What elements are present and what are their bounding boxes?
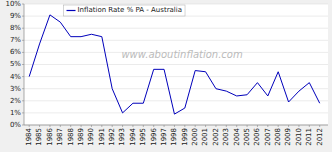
y-tick-label: 2% [10, 97, 21, 105]
grid-line [24, 40, 328, 41]
y-tick-label: 0% [10, 121, 21, 129]
y-tick-label: 7% [10, 36, 21, 44]
legend-box [64, 5, 186, 16]
x-tick-label: 2010 [295, 128, 303, 146]
y-tick-label: 9% [10, 12, 21, 20]
y-tick-label: 8% [10, 24, 21, 32]
line [29, 15, 320, 114]
x-tick-label: 2006 [253, 127, 261, 145]
x-tick-label: 1993 [118, 128, 126, 146]
y-tick-label: 1% [10, 109, 21, 117]
x-tick-label: 1991 [98, 128, 106, 146]
x-tick-label: 1986 [46, 127, 54, 145]
x-tick-label: 2000 [191, 128, 199, 146]
grid-line [24, 100, 328, 101]
grid-line [24, 4, 328, 5]
x-tick-label: 1992 [108, 128, 116, 146]
x-tick-label: 2011 [305, 128, 313, 146]
grid-line [24, 88, 328, 89]
x-tick-label: 1996 [150, 127, 158, 145]
x-tick-label: 2002 [212, 128, 220, 146]
x-tick-label: 2001 [201, 128, 209, 146]
grid-line [24, 125, 328, 126]
x-tick-label: 2007 [264, 128, 272, 146]
x-tick-label: 2009 [284, 128, 292, 146]
x-tick-label: 1997 [160, 128, 168, 146]
y-tick-label: 5% [10, 60, 21, 68]
x-tick-label: 1990 [87, 128, 95, 146]
x-tick-label: 2008 [274, 128, 282, 146]
x-tick-label: 1987 [56, 128, 64, 146]
series-group [29, 15, 320, 114]
grid-line [24, 76, 328, 77]
x-tick-label: 2012 [316, 128, 324, 146]
x-tick-label: 2005 [243, 128, 251, 146]
x-tick-label: 1984 [25, 127, 33, 145]
x-tick-label: 2004 [233, 127, 241, 145]
x-tick-label: 1994 [129, 127, 137, 145]
x-tick-label: 1988 [67, 128, 75, 146]
x-tick-label: 1999 [181, 128, 189, 146]
x-tick-label: 1998 [170, 128, 178, 146]
y-tick-label: 4% [10, 73, 21, 81]
x-tick-label: 1989 [77, 128, 85, 146]
x-tick-label: 2003 [222, 128, 230, 146]
x-tick-label: 1995 [139, 128, 147, 146]
grid-line [24, 28, 328, 29]
legend-swatch [67, 10, 76, 11]
plot-area [24, 4, 328, 125]
legend-label: Inflation Rate % PA - Australia [78, 6, 182, 14]
watermark: www.aboutinflation.com [121, 49, 243, 60]
y-axis [24, 4, 25, 125]
x-tick-label: 1985 [35, 128, 43, 146]
y-tick-label: 6% [10, 48, 21, 56]
chart: 0%1%2%3%4%5%6%7%8%9%10%19841985198619871… [0, 0, 332, 152]
y-tick-label: 3% [10, 85, 21, 93]
x-axis [24, 125, 328, 126]
grid-line [24, 64, 328, 65]
y-tick-label: 10% [5, 0, 21, 8]
legend: Inflation Rate % PA - Australia [64, 5, 186, 16]
